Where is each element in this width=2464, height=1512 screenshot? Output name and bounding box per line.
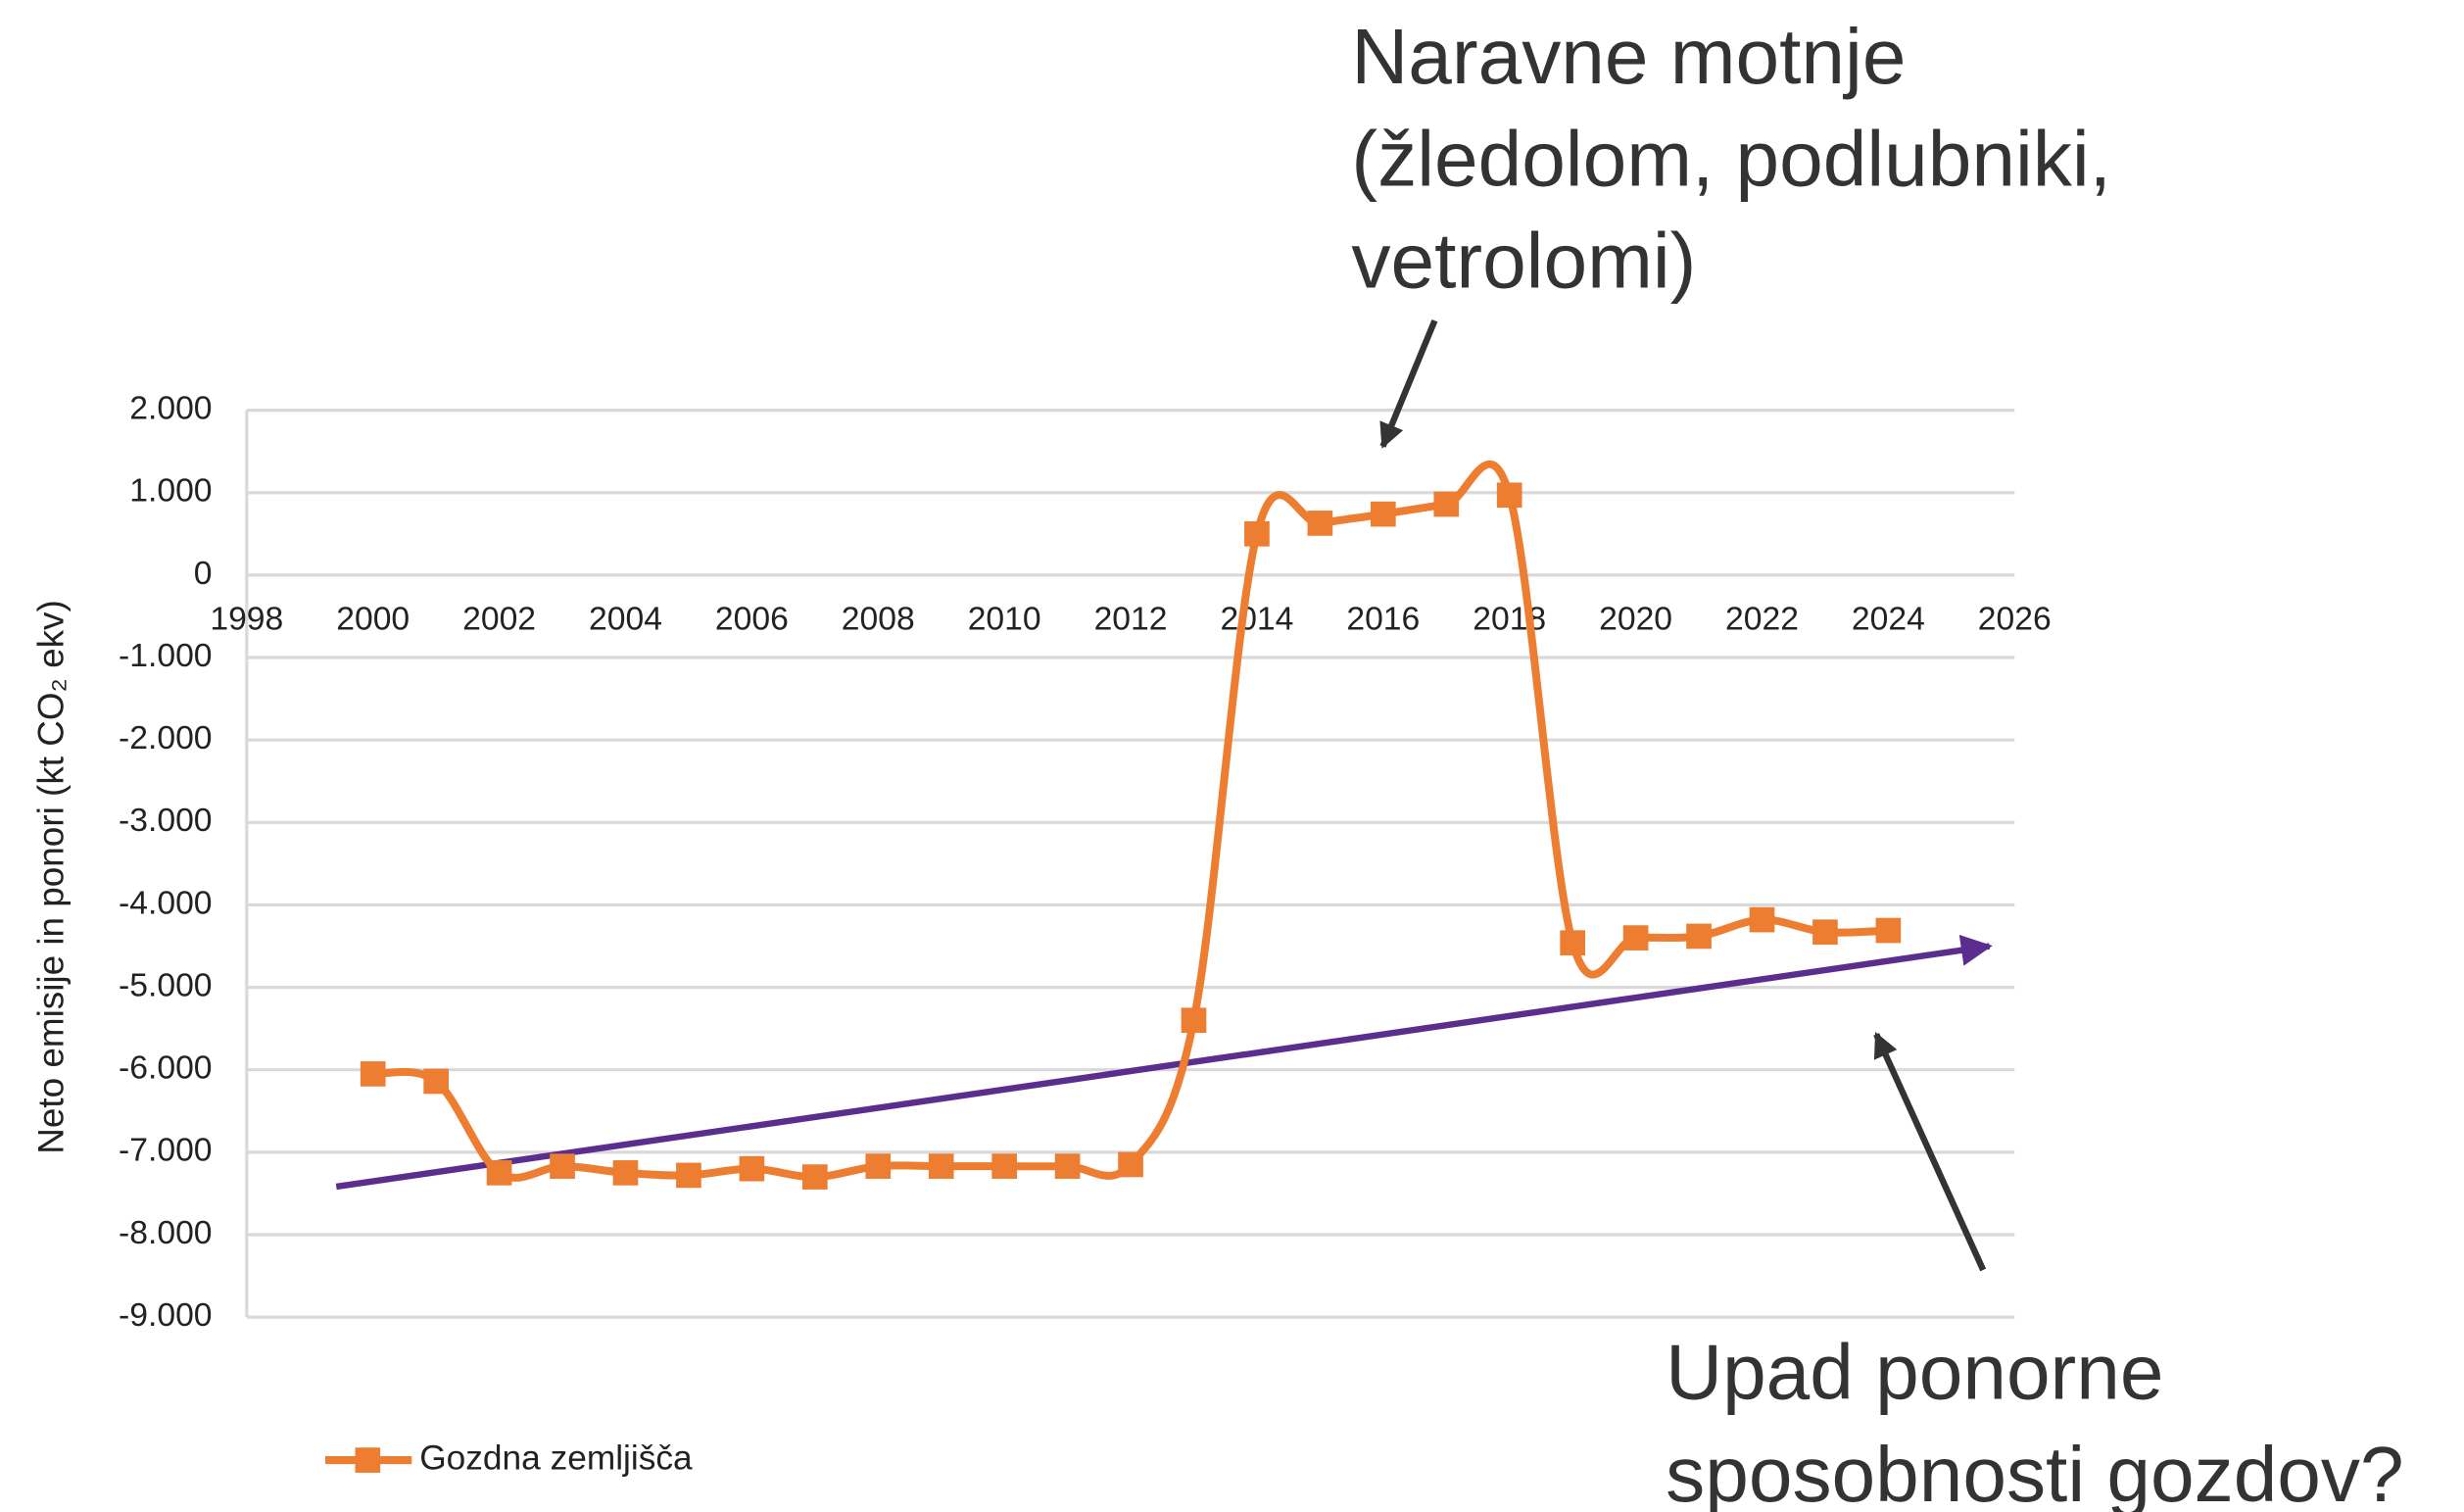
annotation: Naravne motnje [1351,12,1906,100]
point [1307,511,1333,536]
annotation-arrow [1379,318,1438,449]
y-tick-label: -6.000 [119,1050,212,1087]
x-tick-label: 2002 [462,601,536,637]
y-axis-label: Neto emisije in ponori (kt CO₂ ekv) [30,600,71,1154]
y-tick-label: -8.000 [119,1215,212,1251]
point [1875,917,1902,944]
point [1370,501,1396,527]
y-tick-label: -5.000 [119,967,212,1003]
y-tick-label: 0 [194,556,213,592]
x-tick-label: 2000 [336,601,410,637]
annotation: sposobnosti gozdov? [1666,1430,2403,1512]
point [360,1061,386,1087]
x-tick-label: 2012 [1094,601,1168,637]
point [928,1153,954,1179]
y-tick-label: 1.000 [129,473,212,510]
x-tick-label: 2026 [1978,601,2052,637]
point [1622,925,1649,951]
point [801,1164,828,1190]
point [1054,1153,1081,1179]
point [1812,919,1838,946]
y-tick-label: -3.000 [119,803,212,839]
point [1560,930,1585,955]
x-tick-label: 2016 [1346,601,1420,637]
annotation: (žledolom, podlubniki, [1351,114,2111,202]
x-tick-label: 2020 [1599,601,1672,637]
point [550,1153,575,1179]
point [423,1068,449,1095]
annotation: vetrolomi) [1351,217,1696,305]
point [739,1155,765,1182]
point [1496,482,1522,509]
point [1686,923,1712,950]
point [1749,906,1775,933]
point [676,1162,701,1189]
x-tick-label: 2022 [1725,601,1799,637]
point [1244,521,1270,547]
trend-arrow [335,934,1993,1191]
point [1118,1151,1143,1178]
y-tick-label: -2.000 [119,720,212,756]
y-tick-label: 2.000 [129,391,212,427]
legend-swatch [355,1447,381,1473]
point [1181,1007,1207,1034]
x-tick-label: 2014 [1220,601,1293,637]
y-tick-label: -4.000 [119,885,212,921]
x-tick-label: 2018 [1473,601,1546,637]
point [991,1153,1017,1179]
legend-label: Gozdna zemljišča [419,1439,693,1477]
y-tick-label: -1.000 [119,638,212,674]
y-tick-label: -7.000 [119,1133,212,1169]
point [612,1160,639,1186]
x-tick-label: 2024 [1852,601,1925,637]
x-tick-label: 2004 [589,601,662,637]
x-tick-label: 2006 [715,601,789,637]
series-line [372,460,1889,1182]
point [865,1153,892,1179]
point [1433,491,1460,517]
y-tick-label: -9.000 [119,1297,212,1334]
annotation-arrow [1873,1032,1987,1272]
x-tick-label: 2010 [968,601,1041,637]
annotation: Upad ponorne [1666,1328,2163,1416]
point [486,1160,512,1186]
x-tick-label: 1998 [210,601,283,637]
x-tick-label: 2008 [842,601,915,637]
